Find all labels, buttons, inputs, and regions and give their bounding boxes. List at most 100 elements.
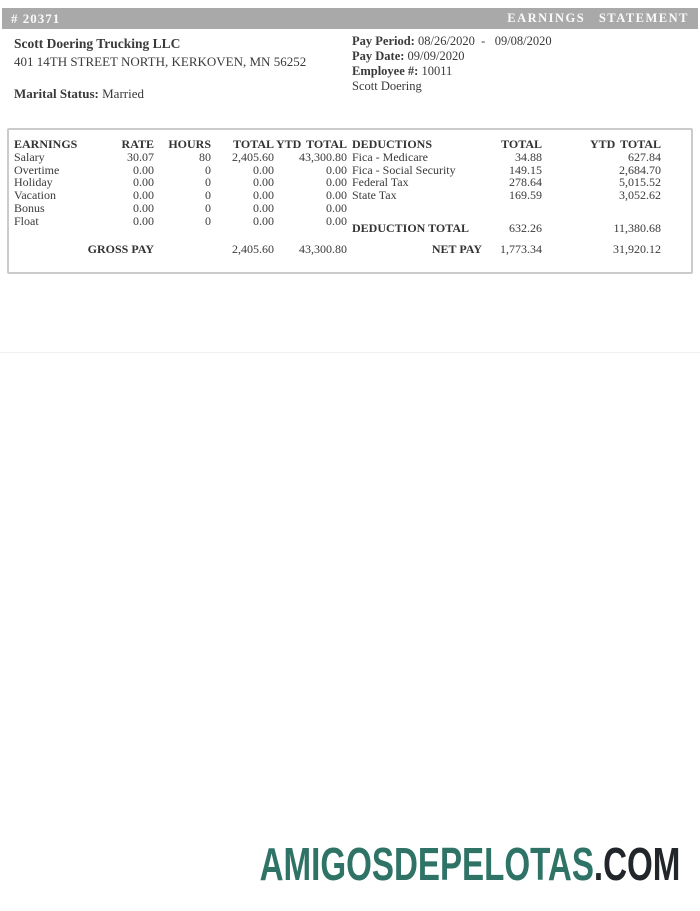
- ytd-col-header: YTD TOTAL: [589, 137, 661, 151]
- marital-status-value: Married: [98, 86, 144, 101]
- row-label: State Tax: [352, 188, 397, 203]
- row-ytd: 0.00: [326, 200, 347, 215]
- row-ytd: 43,300.80: [299, 149, 347, 164]
- deduction-total-value: 632.26: [509, 220, 542, 235]
- pay-date-value: 09/09/2020: [404, 49, 465, 63]
- pay-date-line: Pay Date: 09/09/2020: [352, 49, 552, 64]
- row-label: Fica - Social Security: [352, 162, 456, 177]
- row-hours: 0: [205, 188, 211, 203]
- row-rate: 0.00: [133, 175, 154, 190]
- rate-col-header: RATE: [121, 137, 154, 151]
- pay-period-line: Pay Period: 08/26/2020 - 09/08/2020: [352, 34, 552, 49]
- row-ytd: 3,052.62: [619, 188, 661, 203]
- brand-name-text: AMIGOSDEPELOTAS: [259, 838, 594, 890]
- deduction-row-fica-medicare: Fica - Medicare 34.88 627.84: [352, 149, 661, 164]
- document-number: # 20371: [11, 10, 61, 26]
- earnings-row-salary: Salary 30.07 80 2,405.60 43,300.80: [14, 149, 347, 164]
- row-total: 169.59: [509, 188, 542, 203]
- row-label: Float: [14, 213, 39, 228]
- gross-pay-total: 2,405.60: [232, 241, 274, 256]
- employee-number-line: Employee #: 10011: [352, 64, 552, 79]
- statement-header-bar: # 20371 EARNINGS STATEMENT: [2, 8, 698, 29]
- marital-status-line: Marital Status: Married: [14, 86, 306, 102]
- hours-col-header: HOURS: [168, 137, 211, 151]
- earnings-row-overtime: Overtime 0.00 0 0.00 0.00: [14, 162, 347, 177]
- gross-pay-row: GROSS PAY 2,405.60 43,300.80: [14, 241, 347, 256]
- employee-name: Scott Doering: [352, 79, 422, 93]
- pay-table: EARNINGS RATE HOURS TOTAL YTD TOTAL Sala…: [7, 128, 693, 274]
- earnings-header-row: EARNINGS RATE HOURS TOTAL YTD TOTAL: [14, 138, 347, 151]
- earnings-row-bonus: Bonus 0.00 0 0.00 0.00: [14, 202, 347, 215]
- net-pay-label: NET PAY: [431, 241, 482, 256]
- gross-pay-label: GROSS PAY: [87, 241, 154, 256]
- deduction-total-ytd: 11,380.68: [613, 220, 661, 235]
- row-ytd: 5,015.52: [619, 175, 661, 190]
- deduction-row-state-tax: State Tax 169.59 3,052.62: [352, 189, 661, 202]
- spacer: [14, 228, 347, 243]
- spacer: [352, 202, 661, 222]
- earnings-row-float: Float 0.00 0 0.00 0.00: [14, 213, 347, 228]
- gross-pay-ytd: 43,300.80: [299, 241, 347, 256]
- employee-number-value: 10011: [418, 64, 453, 78]
- row-total: 0.00: [253, 200, 274, 215]
- row-total: 278.64: [509, 175, 542, 190]
- row-hours: 0: [205, 213, 211, 228]
- row-total: 0.00: [253, 213, 274, 228]
- row-label: Salary: [14, 149, 45, 164]
- row-ytd: 0.00: [326, 188, 347, 203]
- row-rate: 0.00: [133, 162, 154, 177]
- deductions-header-row: DEDUCTIONS TOTAL YTD TOTAL: [352, 138, 661, 151]
- total-col-header: TOTAL: [501, 137, 542, 151]
- row-total: 34.88: [515, 149, 542, 164]
- marital-status-label: Marital Status:: [14, 86, 99, 101]
- deductions-table: DEDUCTIONS TOTAL YTD TOTAL Fica - Medica…: [352, 138, 661, 272]
- statement-title: EARNINGS STATEMENT: [507, 11, 689, 25]
- row-ytd: 627.84: [628, 149, 661, 164]
- row-total: 0.00: [253, 175, 274, 190]
- earnings-table: EARNINGS RATE HOURS TOTAL YTD TOTAL Sala…: [14, 138, 347, 272]
- company-address: 401 14TH STREET NORTH, KERKOVEN, MN 5625…: [14, 54, 307, 69]
- row-rate: 30.07: [127, 149, 154, 164]
- pay-date-label: Pay Date:: [352, 49, 405, 63]
- row-ytd: 0.00: [326, 213, 347, 228]
- earnings-row-holiday: Holiday 0.00 0 0.00 0.00: [14, 176, 347, 189]
- row-hours: 80: [199, 149, 211, 164]
- deduction-row-federal-tax: Federal Tax 278.64 5,015.52: [352, 176, 661, 189]
- ytd-col-header: YTD TOTAL: [275, 137, 347, 151]
- deduction-row-fica-social-security: Fica - Social Security 149.15 2,684.70: [352, 162, 661, 177]
- net-pay-value: 1,773.34: [500, 241, 542, 256]
- pay-info: Pay Period: 08/26/2020 - 09/08/2020 Pay …: [352, 34, 552, 94]
- row-label: Overtime: [14, 162, 60, 177]
- brand-suffix-text: .COM: [593, 838, 680, 890]
- row-label: Holiday: [14, 175, 53, 190]
- page-divider: [0, 352, 700, 353]
- row-label: Bonus: [14, 200, 45, 215]
- row-ytd: 2,684.70: [619, 162, 661, 177]
- deduction-total-label: DEDUCTION TOTAL: [352, 220, 470, 235]
- brand-logo: AMIGOSDEPELOTAS.COM: [259, 841, 680, 887]
- row-ytd: 0.00: [326, 162, 347, 177]
- row-rate: 0.00: [133, 213, 154, 228]
- earnings-row-vacation: Vacation 0.00 0 0.00 0.00: [14, 189, 347, 202]
- net-pay-row: NET PAY 1,773.34 31,920.12: [352, 241, 661, 256]
- row-hours: 0: [205, 200, 211, 215]
- row-label: Federal Tax: [352, 175, 409, 190]
- deductions-col-header: DEDUCTIONS: [352, 137, 433, 151]
- row-total: 0.00: [253, 162, 274, 177]
- row-total: 149.15: [509, 162, 542, 177]
- employee-number-label: Employee #:: [352, 64, 419, 78]
- row-hours: 0: [205, 162, 211, 177]
- row-label: Vacation: [14, 188, 56, 203]
- row-total: 0.00: [253, 188, 274, 203]
- row-rate: 0.00: [133, 200, 154, 215]
- total-col-header: TOTAL: [233, 137, 274, 151]
- row-rate: 0.00: [133, 188, 154, 203]
- pay-period-value: 08/26/2020 - 09/08/2020: [414, 34, 552, 48]
- row-ytd: 0.00: [326, 175, 347, 190]
- net-pay-ytd: 31,920.12: [613, 241, 661, 256]
- row-label: Fica - Medicare: [352, 149, 428, 164]
- earnings-col-header: EARNINGS: [14, 137, 78, 151]
- row-hours: 0: [205, 175, 211, 190]
- pay-period-label: Pay Period:: [352, 34, 415, 48]
- company-info: Scott Doering Trucking LLC 401 14TH STRE…: [14, 36, 306, 102]
